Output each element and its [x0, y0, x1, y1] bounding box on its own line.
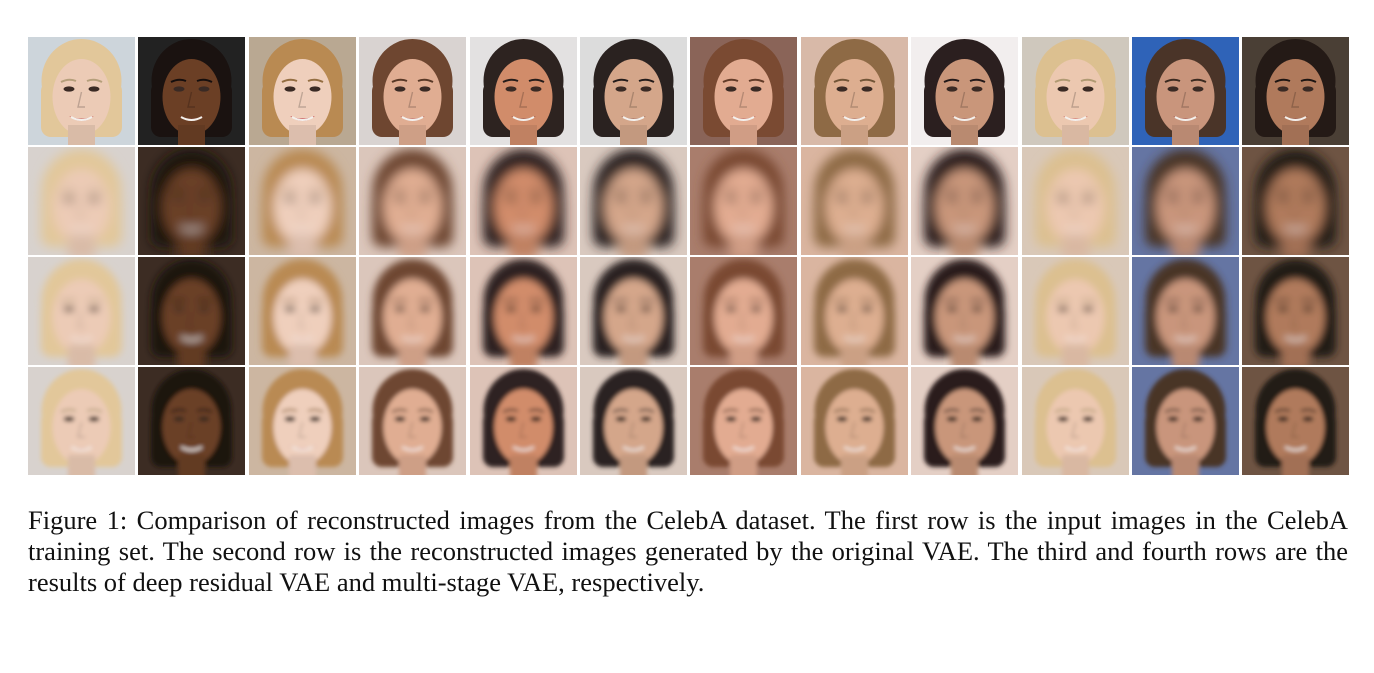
face-thumbnail: [580, 257, 687, 365]
face-thumbnail: [470, 147, 577, 255]
face-thumbnail: [359, 257, 466, 365]
image-row-deep-residual-vae: [28, 257, 1349, 365]
face-thumbnail: [28, 147, 135, 255]
face-thumbnail: [911, 257, 1018, 365]
face-image-grid: [28, 37, 1349, 475]
image-row-input-images: [28, 37, 1349, 145]
face-thumbnail: [470, 37, 577, 145]
face-thumbnail: [801, 147, 908, 255]
figure-caption: Figure 1: Comparison of reconstructed im…: [28, 505, 1348, 597]
face-thumbnail: [690, 367, 797, 475]
face-thumbnail: [1022, 257, 1129, 365]
image-row-multi-stage-vae: [28, 367, 1349, 475]
face-thumbnail: [249, 257, 356, 365]
face-thumbnail: [1132, 257, 1239, 365]
face-thumbnail: [911, 147, 1018, 255]
face-thumbnail: [359, 37, 466, 145]
face-thumbnail: [249, 147, 356, 255]
face-thumbnail: [690, 257, 797, 365]
face-thumbnail: [1242, 257, 1349, 365]
face-thumbnail: [1242, 147, 1349, 255]
face-thumbnail: [470, 367, 577, 475]
face-thumbnail: [1132, 147, 1239, 255]
face-thumbnail: [138, 257, 245, 365]
face-thumbnail: [249, 367, 356, 475]
face-thumbnail: [249, 37, 356, 145]
face-thumbnail: [911, 367, 1018, 475]
face-thumbnail: [470, 257, 577, 365]
face-thumbnail: [138, 367, 245, 475]
face-thumbnail: [801, 367, 908, 475]
face-thumbnail: [1242, 37, 1349, 145]
face-thumbnail: [580, 147, 687, 255]
face-thumbnail: [359, 367, 466, 475]
face-thumbnail: [801, 37, 908, 145]
face-thumbnail: [28, 37, 135, 145]
face-thumbnail: [138, 37, 245, 145]
face-thumbnail: [580, 37, 687, 145]
face-thumbnail: [690, 37, 797, 145]
face-thumbnail: [28, 367, 135, 475]
face-thumbnail: [1022, 367, 1129, 475]
face-thumbnail: [1022, 147, 1129, 255]
face-thumbnail: [801, 257, 908, 365]
face-thumbnail: [138, 147, 245, 255]
face-thumbnail: [1022, 37, 1129, 145]
face-thumbnail: [690, 147, 797, 255]
face-thumbnail: [1242, 367, 1349, 475]
face-thumbnail: [359, 147, 466, 255]
face-thumbnail: [1132, 367, 1239, 475]
image-row-original-vae: [28, 147, 1349, 255]
face-thumbnail: [911, 37, 1018, 145]
face-thumbnail: [28, 257, 135, 365]
face-thumbnail: [580, 367, 687, 475]
face-thumbnail: [1132, 37, 1239, 145]
